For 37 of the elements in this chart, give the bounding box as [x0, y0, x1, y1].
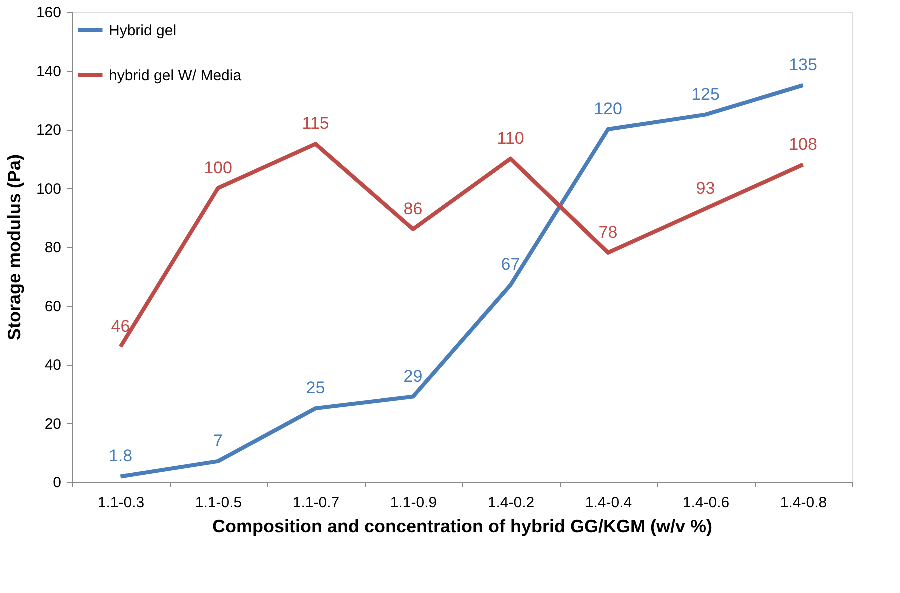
x-tick-label: 1.4-0.6 [682, 494, 730, 512]
x-tick-label: 1.4-0.2 [488, 494, 535, 512]
data-label: 67 [501, 255, 520, 274]
data-label: 86 [404, 199, 423, 218]
data-label: 115 [302, 114, 330, 134]
data-label: 7 [214, 431, 223, 450]
x-tick-label: 1.4-0.8 [780, 494, 828, 512]
y-tick-label: 0 [53, 474, 62, 492]
y-tick-label: 160 [36, 4, 62, 22]
x-tick-label: 1.1-0.9 [390, 494, 438, 512]
data-label: 120 [594, 100, 622, 118]
data-label: 108 [789, 134, 818, 154]
y-tick-label: 120 [36, 122, 62, 139]
data-label: 100 [204, 158, 232, 178]
y-tick-label: 140 [36, 63, 62, 80]
y-tick-label: 100 [36, 180, 62, 198]
y-tick-label: 60 [44, 298, 62, 316]
data-label: 110 [497, 128, 524, 148]
data-label: 125 [692, 84, 720, 104]
x-tick-label: 1.1-0.7 [292, 494, 340, 512]
y-tick-label: 40 [44, 357, 62, 374]
x-tick-label: 1.4-0.4 [585, 494, 632, 512]
legend-label: Hybrid gel [109, 22, 177, 40]
data-label: 29 [404, 366, 423, 386]
y-axis-title: Storage modulus (Pa) [4, 154, 24, 341]
data-label: 135 [789, 55, 818, 74]
data-label: 93 [696, 178, 716, 198]
x-axis-title: Composition and concentration of hybrid GG/KGM (w/v %) [212, 516, 713, 536]
y-tick-label: 80 [44, 240, 62, 256]
x-tick-label: 1.1-0.5 [195, 494, 242, 512]
data-label: 46 [111, 316, 130, 336]
data-label: 25 [306, 378, 326, 398]
legend-label: hybrid gel W/ Media [109, 68, 242, 84]
data-label: 1.8 [108, 446, 133, 466]
y-tick-label: 20 [44, 416, 62, 433]
x-tick-label: 1.1-0.3 [98, 494, 145, 512]
data-label: 78 [598, 222, 618, 242]
